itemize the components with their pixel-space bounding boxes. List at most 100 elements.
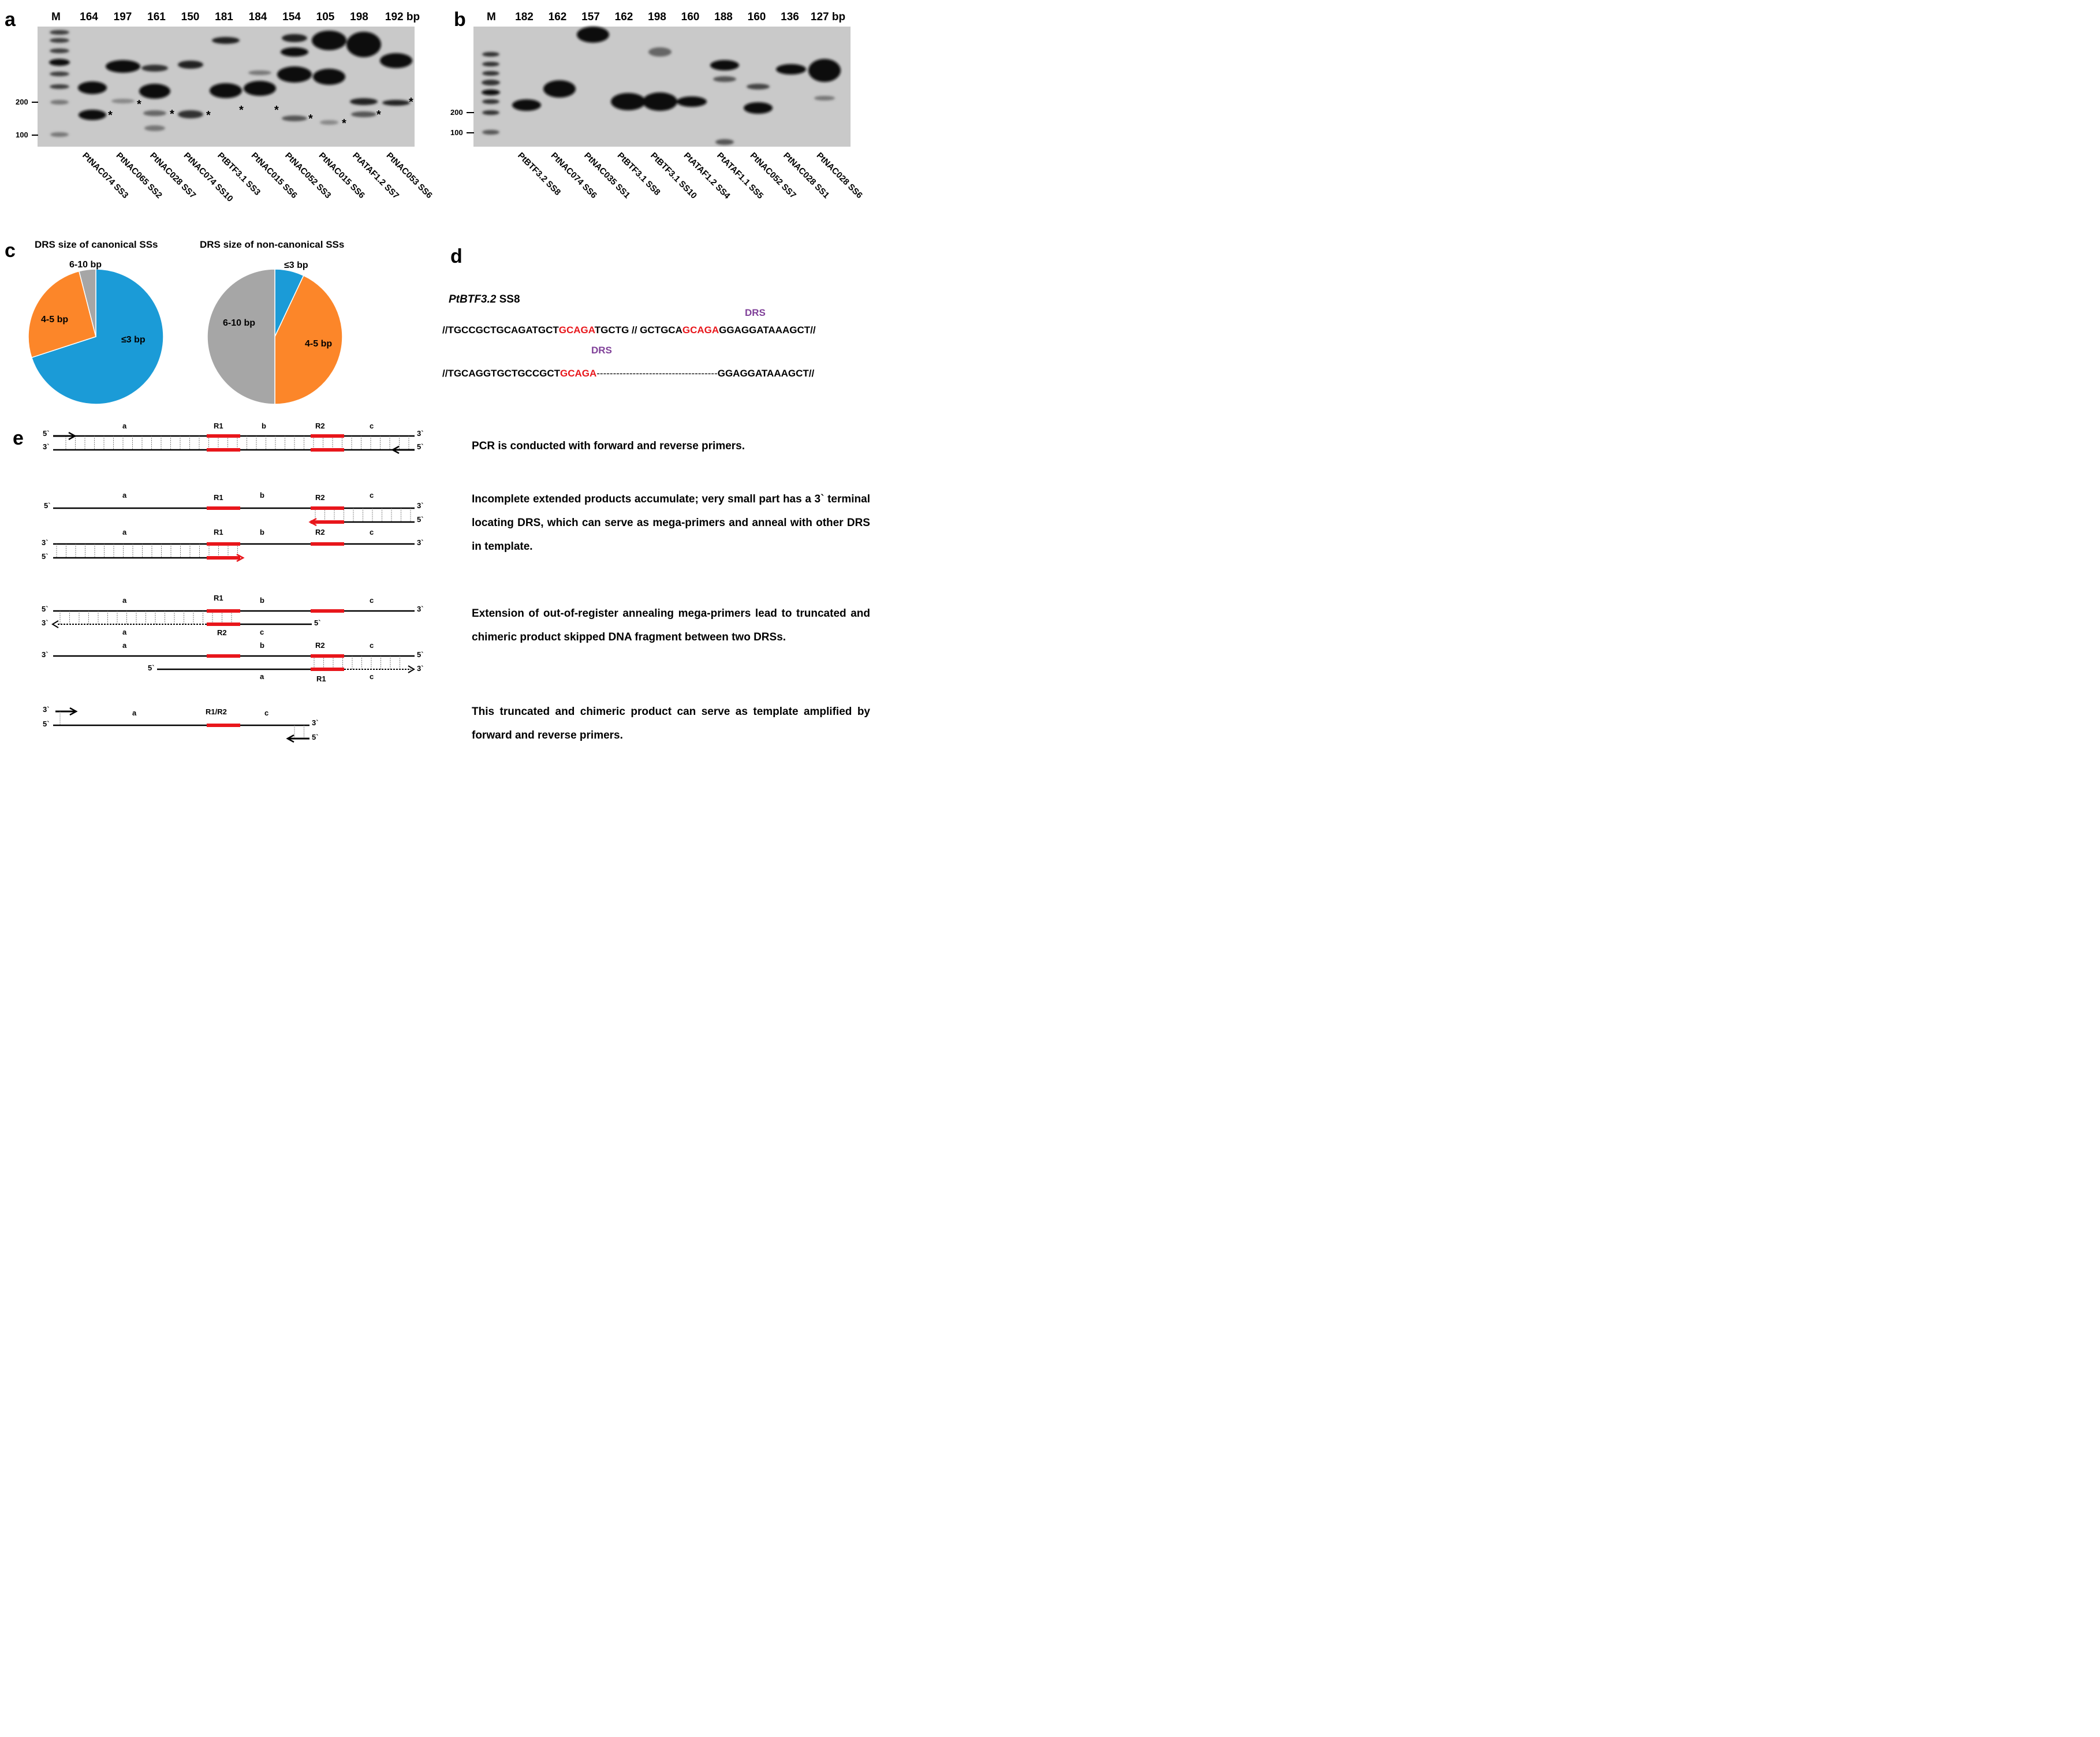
sequence-1: //TGCCGCTGCAGATGCTGCAGATGCTG // GCTGCAGC…	[442, 325, 816, 336]
s2-a: a	[122, 491, 127, 500]
s3b-5prime-r: 5`	[417, 650, 424, 659]
s1-5prime-r: 5`	[417, 442, 424, 451]
b-size-1: 162	[549, 11, 567, 23]
s1-b: b	[262, 422, 266, 430]
asterisk-9: *	[409, 96, 413, 109]
asterisk-4: *	[239, 104, 244, 117]
s1-c: c	[370, 422, 374, 430]
s3-3prime: 3`	[42, 618, 49, 627]
s3-5prime-m: 5`	[314, 618, 321, 627]
s2-5prime: 5`	[44, 501, 51, 510]
s3b-3prime: 3`	[42, 650, 49, 659]
pie-canonical: ≤3 bp 4-5 bp 6-10 bp	[28, 260, 164, 405]
a-size-9: 192 bp	[385, 11, 420, 23]
s2-3prime-r: 3`	[417, 501, 424, 510]
panel-b-size-labels: 182 162 157 162 198 160 188 160 136 127 bp	[515, 11, 845, 23]
b-size-2: 157	[581, 11, 600, 23]
gene-site: SS8	[496, 293, 520, 305]
step3-text: Extension of out-of-register annealing m…	[472, 607, 870, 643]
asterisk-6: *	[308, 113, 313, 125]
s3b-a2: a	[260, 672, 264, 681]
figure-canvas: a M 164 197 161 150 181 184 154 105 198 192 bp	[5, 9, 864, 743]
pie2-label-2: 6-10 bp	[223, 318, 255, 328]
panel-b-ladder-ticks: 200 100	[450, 108, 474, 137]
panel-a-size-labels: 164 197 161 150 181 184 154 105 198 192 bp	[80, 11, 420, 23]
s3-3prime-r: 3`	[417, 605, 424, 613]
b-size-3: 162	[615, 11, 633, 23]
s2b-c: c	[370, 528, 374, 536]
panel-d-label: d	[450, 245, 462, 267]
s2b-3prime: 3`	[42, 538, 49, 547]
s3b-a: a	[122, 641, 127, 650]
s1-r1: R1	[214, 422, 223, 430]
s3-c: c	[370, 596, 374, 605]
step2-diagram: a R1 b R2 c 5` 3` 5` a R1 b R2 c 3` 5` 3…	[42, 491, 424, 562]
s4-5prime: 5`	[43, 720, 50, 728]
s3b-3prime-r2: 3`	[417, 664, 424, 673]
s2-5prime-r: 5`	[417, 515, 424, 524]
s3b-r2: R2	[315, 641, 325, 650]
a-size-1: 197	[114, 11, 132, 23]
b-size-0: 182	[515, 11, 534, 23]
s2b-r2: R2	[315, 528, 325, 536]
pie-non-canonical: ≤3 bp 4-5 bp 6-10 bp	[207, 260, 343, 405]
panel-e-label: e	[13, 427, 24, 449]
s1-3prime: 3`	[43, 442, 50, 451]
pie2-slice-2	[207, 269, 275, 405]
step1-text: PCR is conducted with forward and revers…	[472, 440, 745, 452]
b-size-7: 160	[748, 11, 766, 23]
asterisk-7: *	[342, 117, 346, 130]
a-size-6: 154	[282, 11, 301, 23]
seq1-part1: //TGCCGCTGCAGATGCT	[442, 325, 559, 336]
seq2-part3: GGAGGATAAAGCT//	[718, 368, 815, 379]
s3b-r1: R1	[316, 674, 326, 683]
pie1-label-2: 6-10 bp	[69, 260, 102, 270]
panel-a-ladder-ticks: 200 100	[16, 98, 38, 139]
panel-a-label: a	[5, 9, 16, 31]
s1-5prime: 5`	[43, 429, 50, 438]
step3-diagram: a R1 b c 5` 3` 3` 5` a R2 c a b R2 c 3` …	[42, 594, 424, 683]
s1-3prime-r: 3`	[417, 429, 424, 438]
pie2-label-0: ≤3 bp	[284, 260, 308, 270]
s2-r1: R1	[214, 493, 223, 502]
seq1-drs2: GCAGA	[682, 325, 719, 336]
b-size-6: 188	[714, 11, 733, 23]
panel-b-marker-label: M	[487, 11, 496, 23]
seq1-part2: TGCTG // GCTGCA	[595, 325, 682, 336]
pie2-slice-1	[274, 275, 343, 405]
a-size-4: 181	[215, 11, 233, 23]
b-size-4: 198	[648, 11, 666, 23]
step4-text: This truncated and chimeric product can …	[472, 706, 870, 741]
panel-b-label: b	[454, 9, 466, 31]
s4-3prime: 3`	[43, 705, 50, 714]
seq1-part3: GGAGGATAAAGCT//	[719, 325, 816, 336]
drs-label-1: DRS	[745, 307, 766, 318]
panel-a-tick-200: 200	[16, 98, 28, 106]
s4-r12: R1/R2	[206, 707, 227, 716]
seq2-part1: //TGCAGGTGCTGCCGCT	[442, 368, 561, 379]
s2b-r1: R1	[214, 528, 223, 536]
pie1-label-1: 4-5 bp	[41, 315, 68, 325]
s4-c: c	[264, 709, 268, 717]
pie1-slice-1	[28, 270, 96, 359]
a-size-8: 198	[350, 11, 368, 23]
s3-r2: R2	[217, 628, 227, 637]
s3-b: b	[260, 596, 264, 605]
s2b-b: b	[260, 528, 264, 536]
asterisk-2: *	[170, 108, 174, 121]
s2-c: c	[370, 491, 374, 500]
b-size-9: 127 bp	[811, 11, 845, 23]
pie2-title: DRS size of non-canonical SSs	[200, 239, 344, 250]
panel-b-tick-200: 200	[450, 108, 463, 117]
a-size-2: 161	[147, 11, 166, 23]
s3b-5prime: 5`	[148, 664, 155, 672]
seq1-drs1: GCAGA	[559, 325, 595, 336]
drs-label-2: DRS	[591, 345, 612, 356]
panel-a-tick-100: 100	[16, 131, 28, 139]
panel-b-gel-bands	[482, 27, 841, 145]
asterisk-0: *	[108, 109, 113, 122]
s3-5prime: 5`	[42, 605, 49, 613]
s3b-c: c	[370, 641, 374, 650]
